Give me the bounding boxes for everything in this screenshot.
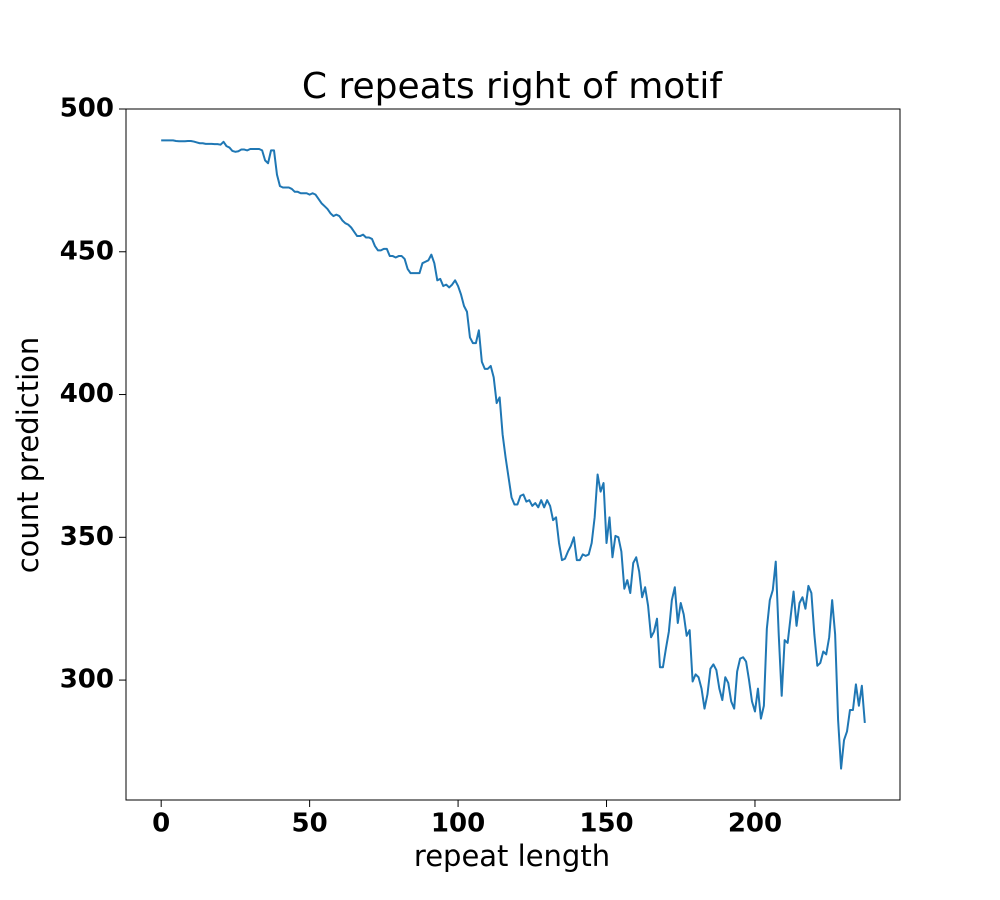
x-tick-label: 0 [152,809,170,839]
x-tick-label: 200 [728,809,782,839]
x-tick-label: 150 [579,809,633,839]
x-axis-label: repeat length [414,839,610,873]
data-line [161,139,866,770]
y-tick-label: 500 [60,94,114,124]
x-tick-label: 50 [292,809,328,839]
y-tick-label: 400 [60,379,114,409]
y-tick-label: 350 [60,522,114,552]
chart-title: C repeats right of motif [302,66,723,107]
x-tick-label: 100 [431,809,485,839]
y-tick-label: 300 [60,665,114,695]
plot-frame [125,108,901,801]
y-axis-label: count prediction [11,337,45,574]
y-tick-label: 450 [60,236,114,266]
